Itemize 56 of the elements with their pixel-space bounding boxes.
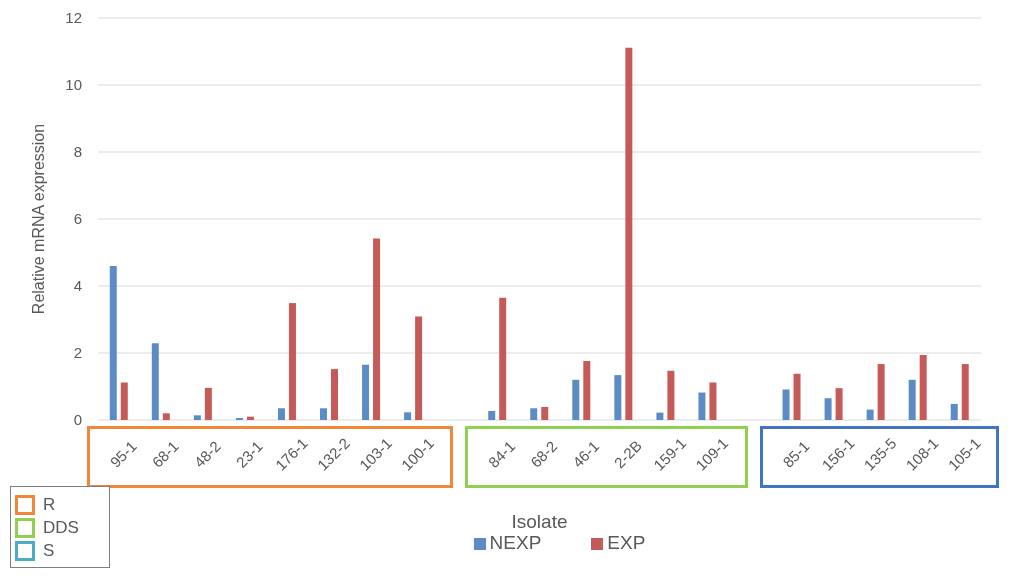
- bar: [614, 375, 622, 420]
- bar: [288, 303, 296, 420]
- y-tick-label: 6: [73, 210, 82, 228]
- bar: [109, 265, 117, 420]
- bar: [919, 355, 927, 420]
- bar: [193, 415, 201, 420]
- bar: [530, 408, 538, 420]
- bar: [331, 369, 339, 420]
- bar: [572, 379, 580, 420]
- bar: [782, 389, 790, 420]
- bar: [404, 412, 412, 420]
- text: DDS: [43, 517, 79, 538]
- x-tick-label: 68-1: [148, 437, 182, 471]
- legend-label: NEXP: [489, 532, 542, 553]
- bar: [824, 398, 832, 420]
- bar: [277, 408, 285, 420]
- bar: [866, 409, 874, 420]
- bar: [373, 238, 381, 420]
- text: R: [43, 494, 56, 515]
- y-tick-label: 12: [65, 9, 82, 27]
- y-tick-label: 4: [73, 277, 82, 295]
- bar: [235, 417, 243, 420]
- bar: [120, 382, 128, 420]
- bar: [151, 343, 159, 420]
- x-tick-label: 85-1: [779, 437, 813, 471]
- y-tick-label: 0: [73, 411, 82, 429]
- y-tick-label: 10: [65, 76, 82, 94]
- y-tick-label: 8: [73, 143, 82, 161]
- y-tick-label: 2: [73, 344, 82, 362]
- bar: [541, 406, 549, 420]
- bar: [793, 373, 801, 420]
- bar: [908, 379, 916, 420]
- bar: [709, 382, 717, 420]
- x-tick-label: 46-1: [569, 437, 603, 471]
- y-axis-title: Relative mRNA expression: [29, 123, 47, 315]
- legend-label: EXP: [607, 532, 646, 553]
- bar: [320, 408, 328, 420]
- bar: [362, 364, 370, 420]
- bar: [950, 403, 958, 420]
- bar: [499, 297, 507, 420]
- bar: [415, 316, 423, 420]
- bar: [162, 413, 170, 420]
- bar: [488, 410, 496, 420]
- x-axis-title: Isolate: [511, 511, 568, 532]
- bar: [877, 364, 885, 420]
- bar: [698, 392, 706, 420]
- bar: [835, 388, 843, 420]
- bar: [656, 412, 664, 420]
- bar: [583, 361, 591, 420]
- bar: [204, 387, 212, 420]
- text: S: [43, 540, 55, 561]
- bar: [246, 416, 254, 420]
- bar: [625, 47, 633, 420]
- bar: [667, 370, 675, 420]
- bar: [961, 364, 969, 420]
- x-tick-label: 95-1: [106, 437, 140, 471]
